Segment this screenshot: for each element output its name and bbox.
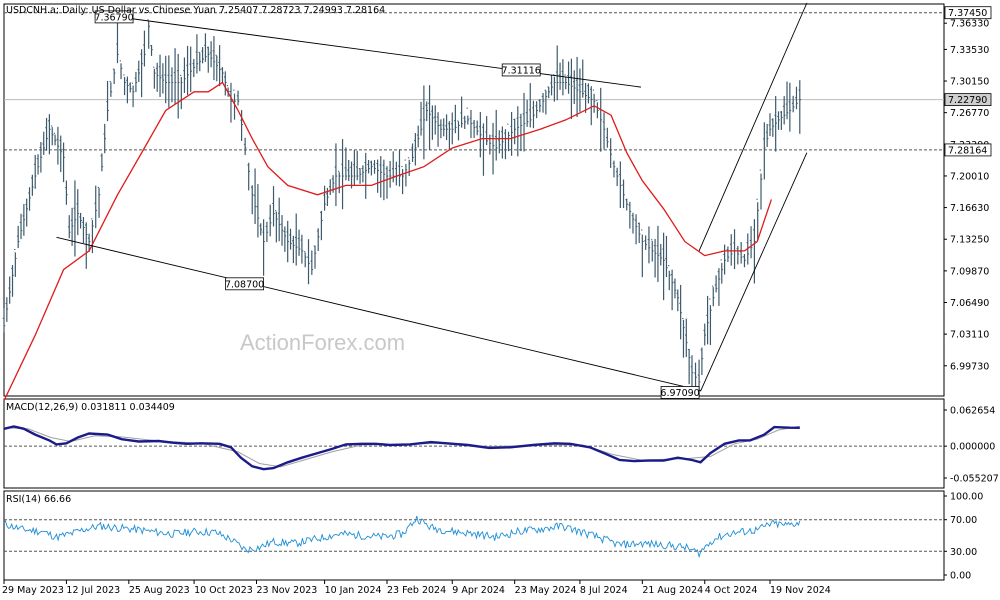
price-y-tick-label: 7.09870	[950, 266, 989, 277]
x-axis-date-label: 10 Jan 2024	[325, 585, 382, 596]
x-axis-date-label: 29 May 2023	[2, 585, 64, 596]
x-axis-date-label: 25 Aug 2023	[129, 585, 190, 596]
price-marker-box	[944, 93, 992, 107]
rsi-y-tick-label: 30.00	[950, 547, 977, 558]
price-bars	[2, 19, 802, 396]
trendline	[700, 152, 808, 392]
chart-header: USDCNH.a; Daily: US Dollar vs Chinese Yu…	[6, 5, 385, 16]
price-annotation-box	[225, 277, 264, 291]
x-axis-date-label: 9 Apr 2024	[452, 585, 505, 596]
price-panel	[3, 3, 945, 397]
x-axis-date-label: 23 May 2024	[515, 585, 577, 596]
price-y-tick-label: 7.26770	[950, 108, 989, 119]
price-y-tick-label: 7.33530	[950, 45, 989, 56]
macd-y-tick-label: 0.062654	[950, 406, 995, 417]
price-marker-box	[944, 6, 992, 20]
price-y-tick-label: 7.20010	[950, 171, 989, 182]
x-axis-date-label: 21 Aug 2024	[642, 585, 703, 596]
price-annotation: 6.97090	[660, 388, 699, 399]
x-axis-date-label: 12 Jul 2023	[66, 585, 120, 596]
price-marker-label: 7.22790	[948, 95, 987, 106]
price-annotation: 7.31116	[502, 65, 541, 76]
rsi-label: RSI(14) 66.66	[6, 494, 71, 505]
price-y-tick-label: 7.16630	[950, 203, 989, 214]
x-axis-date-label: 4 Oct 2024	[705, 585, 758, 596]
watermark: ActionForex.com	[240, 330, 405, 355]
price-y-tick-label: 7.03110	[950, 330, 989, 341]
macd-line	[3, 425, 800, 471]
price-y-tick-label: 7.06490	[950, 298, 989, 309]
price-y-tick-label: 7.36330	[950, 19, 989, 30]
price-y-tick-label: 7.13250	[950, 235, 989, 246]
price-annotation-box	[94, 10, 134, 24]
trendline	[56, 236, 701, 391]
x-axis-date-label: 23 Nov 2023	[256, 585, 317, 596]
macd-y-tick-label: 0.000000	[950, 442, 995, 453]
price-marker-label: 7.37450	[948, 8, 987, 19]
price-annotation: 7.08700	[225, 279, 264, 290]
macd-y-tick-label: -0.055207	[950, 474, 999, 485]
price-marker-box	[944, 143, 992, 157]
rsi-y-tick-label: 70.00	[950, 515, 977, 526]
macd-panel	[3, 398, 945, 489]
price-y-tick-label: 6.99730	[950, 361, 989, 372]
price-marker-label: 7.28164	[948, 145, 987, 156]
trendline	[133, 18, 641, 88]
x-axis-date-label: 8 Jul 2024	[580, 585, 628, 596]
rsi-y-tick-label: 100.00	[950, 492, 983, 503]
price-annotation: 7.36790	[94, 12, 133, 23]
rsi-panel	[3, 490, 945, 581]
x-axis-date-label: 23 Feb 2024	[387, 585, 446, 596]
rsi-line	[3, 515, 801, 559]
trendline	[698, 2, 808, 252]
price-annotation-box	[501, 63, 541, 77]
price-annotation-box	[660, 386, 700, 399]
x-axis-date-label: 10 Oct 2023	[194, 585, 253, 596]
rsi-y-tick-label: 0.00	[950, 571, 971, 582]
price-y-tick-label: 7.30150	[950, 77, 989, 88]
macd-label: MACD(12,26,9) 0.031811 0.034409	[6, 402, 175, 413]
x-axis-date-label: 19 Nov 2024	[770, 585, 831, 596]
moving-average-line	[3, 81, 773, 401]
